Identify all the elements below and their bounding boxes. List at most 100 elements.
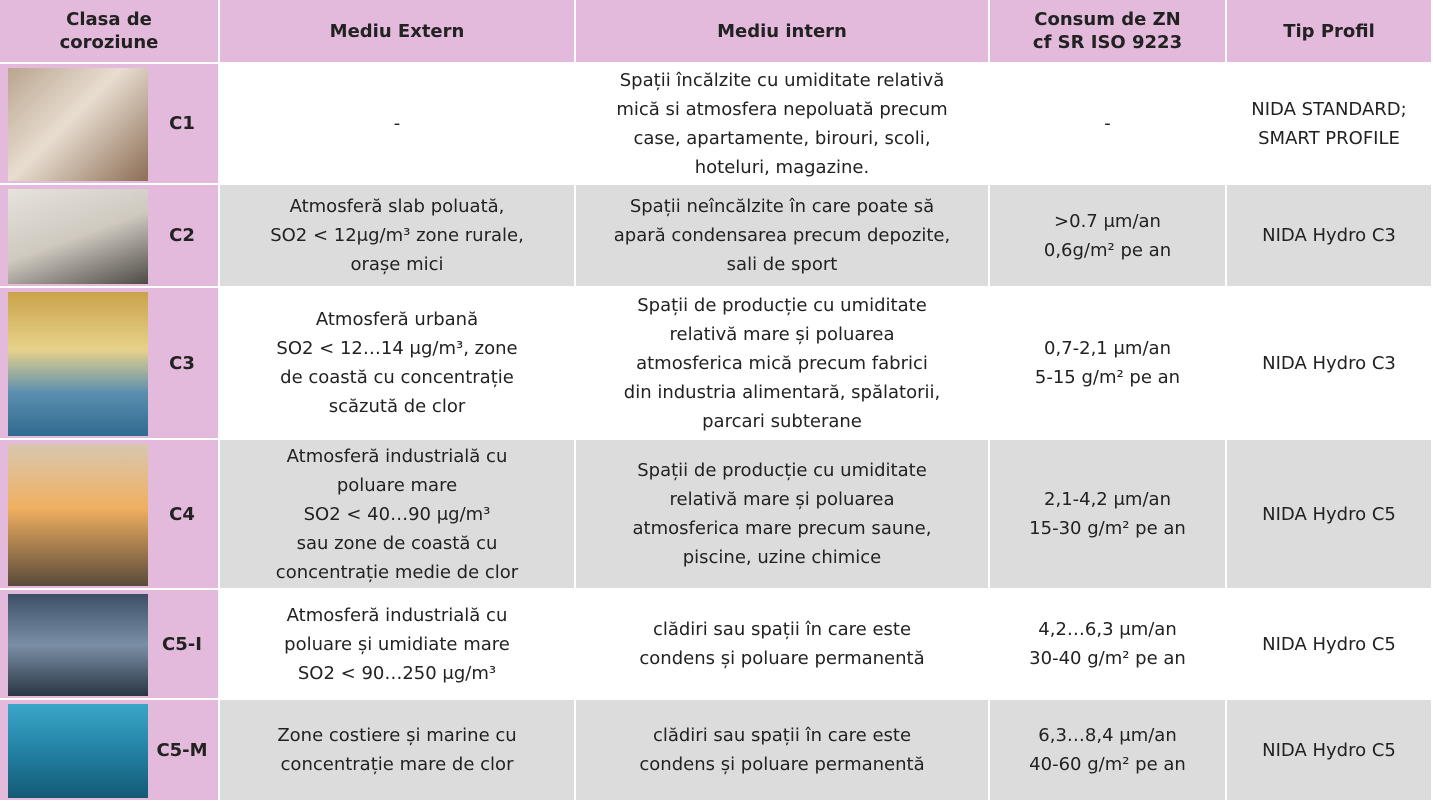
table-cell: Atmosferă slab poluată, SO2 < 12μg/m³ zon…: [220, 185, 576, 288]
table-cell: Spații de producție cu umiditate relativă…: [576, 440, 990, 590]
text-line: SO2 < 12…14 μg/m³, zone: [276, 338, 518, 359]
table-cell: 0,7-2,1 μm/an 5-15 g/m² pe an: [990, 288, 1227, 440]
text-line: 2,1-4,2 μm/an: [1044, 489, 1171, 510]
text-line: case, apartamente, birouri, scoli,: [633, 127, 931, 149]
text-line: condens și poluare permanentă: [639, 648, 925, 669]
table-cell: clădiri sau spații în care este condens ș…: [576, 700, 990, 802]
text-line: atmosferica mare precum saune,: [632, 518, 932, 539]
text-line: NIDA Hydro C5: [1262, 503, 1396, 525]
photo: [8, 189, 148, 284]
header-cell: Consum de ZN cf SR ISO 9223: [990, 0, 1227, 64]
table-cell: -: [990, 64, 1227, 185]
text-line: clădiri sau spații în care este: [652, 619, 912, 640]
table-cell: NIDA STANDARD; SMART PROFILE: [1227, 64, 1433, 185]
class-label: C1: [169, 113, 195, 134]
class-cell: C5-I: [0, 590, 220, 700]
table-cell: NIDA Hydro C3: [1227, 288, 1433, 440]
class-cell: C5-M: [0, 700, 220, 802]
text-line: hoteluri, magazine.: [694, 156, 870, 178]
text-line: 30-40 g/m² pe an: [1029, 648, 1186, 669]
text-line: poluare mare: [336, 474, 458, 496]
table-cell: Spații neîncălzite în care poate să apară…: [576, 185, 990, 288]
text-line: 40-60 g/m² pe an: [1029, 754, 1186, 775]
class-cell: C1: [0, 64, 220, 185]
text-line: Spații neîncălzite în care poate să: [629, 196, 935, 217]
table-cell: 6,3…8,4 μm/an 40-60 g/m² pe an: [990, 700, 1227, 802]
text-line: apară condensarea precum depozite,: [613, 225, 951, 246]
table-cell: 2,1-4,2 μm/an 15-30 g/m² pe an: [990, 440, 1227, 590]
text-line: concentrație mare de clor: [280, 754, 514, 775]
text-line: Tip Profil: [1283, 20, 1375, 42]
text-line: 4,2…6,3 μm/an: [1038, 619, 1177, 640]
text-line: Clasa de: [66, 9, 152, 30]
text-line: de coastă cu concentrație: [280, 367, 514, 388]
table-cell: Atmosferă industrială cu poluare și umidi…: [220, 590, 576, 700]
text-line: Atmosferă industrială cu: [286, 445, 508, 467]
table-cell: NIDA Hydro C5: [1227, 590, 1433, 700]
text-line: SMART PROFILE: [1258, 127, 1400, 149]
photo: [8, 594, 148, 696]
class-label: C5-I: [162, 633, 202, 655]
table-cell: Atmosferă industrială cu poluare mare SO2 …: [220, 440, 576, 590]
text-line: NIDA Hydro C5: [1262, 633, 1396, 655]
text-line: orașe mici: [350, 254, 444, 275]
table-cell: NIDA Hydro C5: [1227, 440, 1433, 590]
class-label: C4: [169, 503, 195, 525]
text-line: Spații de producție cu umiditate: [637, 294, 927, 316]
text-line: relativă mare și poluarea: [669, 489, 895, 510]
class-cell: C4: [0, 440, 220, 590]
photo: [8, 704, 148, 798]
text-line: relativă mare și poluarea: [669, 323, 895, 345]
photo: [8, 444, 148, 586]
table-cell: >0.7 μm/an 0,6g/m² pe an: [990, 185, 1227, 288]
photo: [8, 292, 148, 436]
text-line: Atmosferă industrială cu: [286, 604, 508, 626]
text-line: coroziune: [59, 32, 159, 53]
text-line: piscine, uzine chimice: [682, 547, 882, 568]
text-line: SO2 < 40…90 μg/m³: [303, 503, 491, 525]
text-line: Zone costiere și marine cu: [277, 725, 517, 746]
text-line: cf SR ISO 9223: [1032, 32, 1183, 53]
text-line: NIDA Hydro C5: [1262, 739, 1396, 761]
text-line: atmosferica mică precum fabrici: [636, 352, 928, 374]
text-line: Mediu intern: [717, 20, 847, 42]
table-cell: Atmosferă urbană SO2 < 12…14 μg/m³, zone d…: [220, 288, 576, 440]
text-line: -: [1104, 113, 1111, 134]
class-label: C2: [169, 225, 195, 246]
table-cell: NIDA Hydro C3: [1227, 185, 1433, 288]
text-line: scăzută de clor: [328, 396, 466, 417]
photo: [8, 68, 148, 181]
text-line: Mediu Extern: [329, 20, 465, 42]
table-cell: NIDA Hydro C5: [1227, 700, 1433, 802]
table-cell: clădiri sau spații în care este condens ș…: [576, 590, 990, 700]
text-line: poluare și umidiate mare: [284, 633, 510, 655]
header-cell: Mediu intern: [576, 0, 990, 64]
text-line: mică si atmosfera nepoluată precum: [616, 98, 948, 120]
text-line: Atmosferă slab poluată,: [289, 196, 505, 217]
text-line: condens și poluare permanentă: [639, 754, 925, 775]
text-line: Spații de producție cu umiditate: [637, 460, 927, 481]
header-cell: Tip Profil: [1227, 0, 1433, 64]
text-line: 0,7-2,1 μm/an: [1044, 338, 1171, 359]
table-cell: Zone costiere și marine cu concentrație m…: [220, 700, 576, 802]
text-line: parcari subterane: [702, 410, 862, 432]
header-cell: Mediu Extern: [220, 0, 576, 64]
text-line: -: [393, 113, 401, 134]
text-line: sau zone de coastă cu: [296, 532, 498, 554]
text-line: NIDA STANDARD;: [1251, 98, 1407, 120]
text-line: Consum de ZN: [1034, 9, 1181, 30]
text-line: SO2 < 12μg/m³ zone rurale,: [270, 225, 524, 246]
class-cell: C3: [0, 288, 220, 440]
class-cell: C2: [0, 185, 220, 288]
text-line: 6,3…8,4 μm/an: [1038, 725, 1177, 746]
text-line: 15-30 g/m² pe an: [1029, 518, 1186, 539]
text-line: clădiri sau spații în care este: [652, 725, 912, 746]
text-line: >0.7 μm/an: [1054, 210, 1161, 232]
text-line: SO2 < 90…250 μg/m³: [297, 662, 497, 684]
class-label: C5-M: [156, 739, 208, 761]
text-line: NIDA Hydro C3: [1262, 225, 1396, 246]
text-line: concentrație medie de clor: [275, 561, 519, 583]
text-line: Spații încălzite cu umiditate relativă: [619, 69, 945, 91]
text-line: Atmosferă urbană: [315, 309, 479, 330]
